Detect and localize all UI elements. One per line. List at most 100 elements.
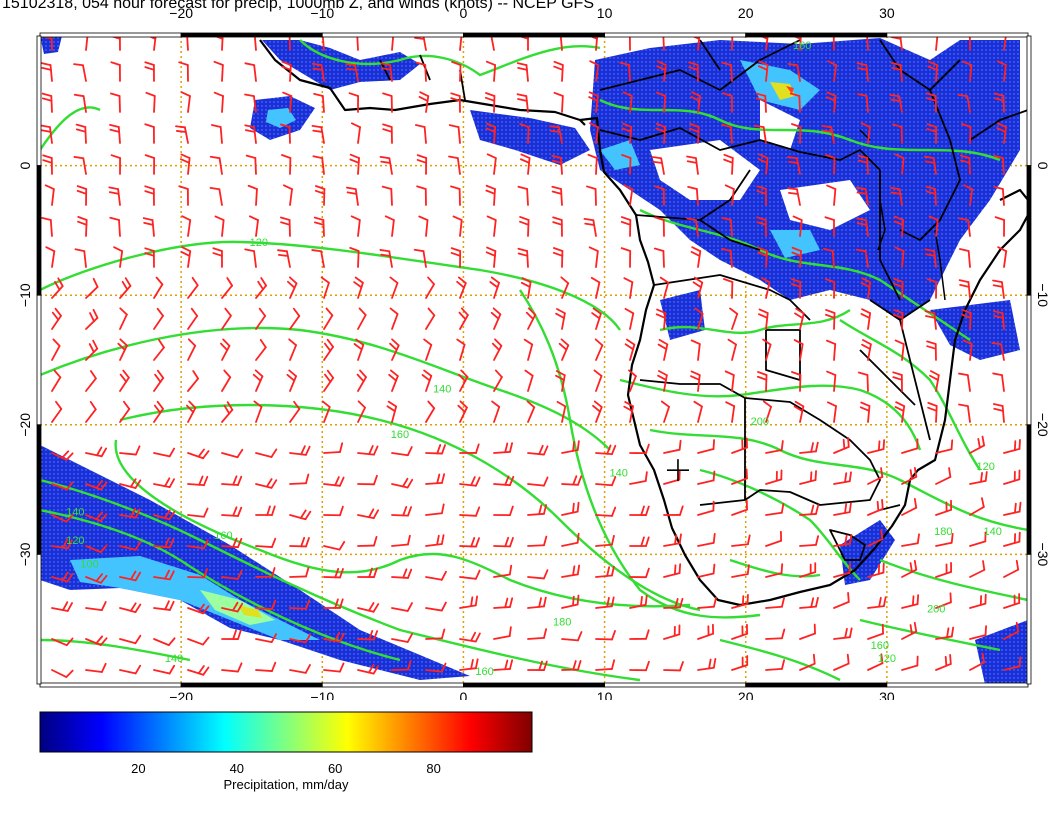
- wind-barb: [1003, 501, 1022, 516]
- contour-line: [40, 106, 101, 151]
- wind-barb: [490, 307, 502, 330]
- wind-barb: [187, 507, 209, 518]
- wind-barb: [623, 277, 634, 299]
- colorbar-tick-label: 40: [230, 761, 244, 776]
- wind-barb: [765, 440, 784, 454]
- wind-barb: [119, 541, 142, 551]
- axis-bar-top: [604, 32, 747, 38]
- wind-barb: [279, 123, 291, 144]
- wind-barb: [311, 62, 325, 82]
- wind-barb: [486, 215, 497, 237]
- wind-barb: [491, 338, 503, 361]
- wind-barb: [827, 401, 837, 423]
- wind-barb: [722, 278, 734, 299]
- wind-barb: [323, 442, 344, 454]
- wind-barb: [595, 476, 617, 487]
- axis-bar-left: [36, 424, 42, 555]
- wind-barb: [357, 630, 378, 641]
- wind-barb: [323, 307, 334, 330]
- wind-barb: [833, 534, 853, 547]
- wind-barb: [289, 536, 310, 548]
- wind-barb: [425, 662, 447, 673]
- wind-barb: [519, 216, 530, 237]
- wind-barb: [221, 662, 243, 673]
- wind-barb: [357, 567, 378, 578]
- wind-barb: [1003, 559, 1020, 578]
- wind-barb: [589, 122, 600, 144]
- wind-barb: [992, 310, 1005, 330]
- wind-barb: [418, 215, 429, 237]
- axis-bar-top: [39, 32, 182, 38]
- wind-barb: [41, 92, 53, 113]
- wind-barb: [493, 536, 514, 548]
- wind-barb: [860, 308, 872, 330]
- wind-barb: [380, 62, 393, 82]
- wind-barb: [357, 445, 379, 456]
- axis-bar-right: [1026, 165, 1032, 296]
- wind-barb: [357, 508, 379, 520]
- precip-area: [760, 100, 800, 150]
- contour-line: [599, 98, 1001, 162]
- wind-barb: [756, 371, 768, 392]
- wind-barb: [221, 475, 243, 486]
- wind-barb: [119, 507, 141, 519]
- wind-barb: [153, 569, 175, 581]
- wind-barb: [389, 276, 399, 299]
- wind-barb: [153, 477, 175, 488]
- wind-barb: [391, 506, 412, 517]
- wind-barb: [493, 505, 514, 517]
- lat-tick-label: −30: [17, 542, 33, 566]
- contour-label: 120: [66, 535, 84, 547]
- contour-line: [699, 468, 861, 581]
- wind-barb: [212, 247, 223, 268]
- wind-barb: [244, 62, 257, 82]
- wind-barb: [51, 637, 74, 647]
- wind-barb: [721, 247, 733, 268]
- wind-barb: [731, 623, 749, 640]
- wind-barb: [629, 594, 648, 609]
- wind-barb: [221, 601, 244, 613]
- wind-barb: [561, 475, 583, 486]
- lat-tick-label: −30: [1035, 543, 1051, 567]
- contour-label: 160: [391, 429, 409, 441]
- wind-barb: [1003, 469, 1021, 485]
- wind-barb: [765, 502, 785, 516]
- wind-barb: [357, 307, 367, 330]
- wind-barb: [85, 601, 107, 612]
- wind-barb: [425, 601, 447, 612]
- wind-barb: [51, 669, 74, 678]
- wind-barb: [799, 470, 817, 485]
- wind-barb: [963, 184, 974, 206]
- wind-barb: [187, 636, 210, 646]
- wind-barb: [323, 567, 344, 579]
- wind-barb: [450, 92, 461, 113]
- wind-barb: [459, 506, 481, 517]
- wind-barb: [491, 400, 501, 423]
- wind-barb: [867, 653, 884, 671]
- wind-barb: [153, 509, 176, 521]
- wind-barb: [901, 655, 919, 671]
- wind-barb: [724, 184, 735, 206]
- wind-barb: [519, 123, 530, 144]
- wind-barb: [962, 60, 973, 82]
- wind-barb: [892, 371, 903, 392]
- wind-barb: [289, 307, 301, 330]
- wind-barb: [588, 91, 599, 113]
- lon-tick-label: 30: [879, 689, 895, 700]
- wind-barb: [656, 60, 667, 82]
- wind-barb: [356, 369, 367, 392]
- wind-barb: [180, 246, 192, 268]
- wind-barb: [765, 530, 783, 547]
- wind-barb: [935, 467, 952, 485]
- precip-area: [40, 445, 470, 680]
- wind-barb: [556, 400, 567, 423]
- colorbar-tick-label: 80: [426, 761, 440, 776]
- wind-barb: [765, 628, 786, 640]
- wind-barb: [697, 439, 715, 454]
- wind-barb: [722, 92, 733, 113]
- wind-barb: [493, 369, 503, 392]
- wind-barb: [935, 592, 952, 609]
- wind-barb: [856, 93, 869, 113]
- wind-barb: [799, 562, 817, 578]
- wind-barb: [1003, 621, 1020, 640]
